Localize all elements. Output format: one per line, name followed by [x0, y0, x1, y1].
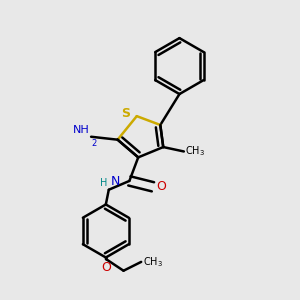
Text: S: S: [121, 107, 130, 120]
Text: O: O: [156, 180, 166, 193]
Text: H: H: [100, 178, 107, 188]
Text: NH: NH: [73, 125, 90, 135]
Text: N: N: [111, 175, 121, 188]
Text: 2: 2: [92, 139, 97, 148]
Text: O: O: [101, 261, 111, 274]
Text: CH$_3$: CH$_3$: [142, 255, 163, 269]
Text: CH$_3$: CH$_3$: [185, 145, 205, 158]
